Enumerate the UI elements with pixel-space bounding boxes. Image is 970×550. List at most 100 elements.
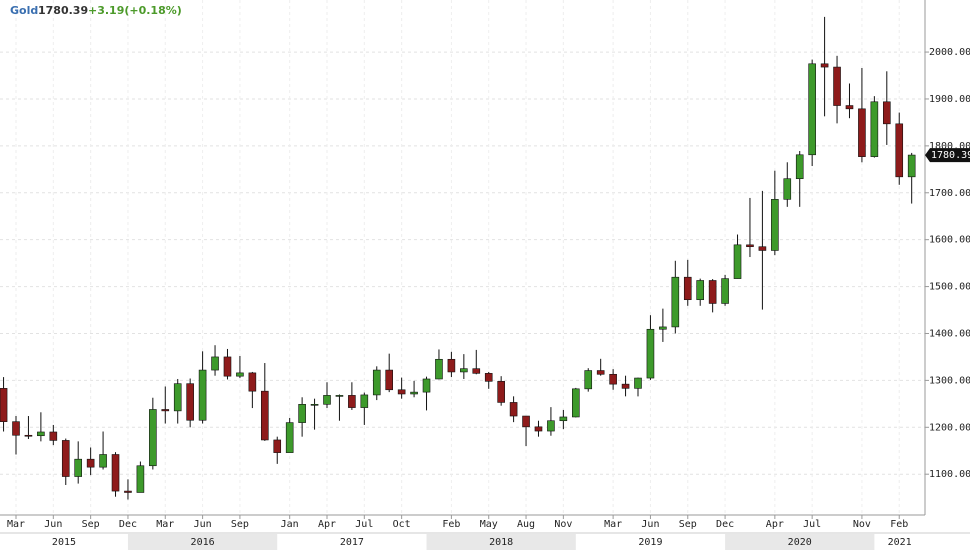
year-band: [127, 534, 278, 550]
candle-body: [260, 390, 269, 441]
candle-body: [659, 326, 667, 330]
candle-body: [559, 416, 568, 422]
candle-body: [683, 276, 692, 301]
candle-body: [348, 395, 356, 408]
y-tick-label: 1300.00: [929, 375, 970, 386]
candle-body: [223, 356, 232, 377]
candle-body: [634, 377, 642, 389]
candle-body: [198, 369, 207, 421]
y-tick-label: 1600.00: [929, 235, 970, 246]
candle-body: [771, 199, 779, 251]
year-band: [725, 534, 875, 550]
candle-body: [547, 420, 555, 432]
candle-body: [895, 123, 904, 178]
x-tick-label: Mar: [7, 519, 25, 530]
candle-body: [621, 383, 630, 389]
x-tick-label: Feb: [890, 519, 908, 530]
candle-body: [758, 246, 767, 251]
x-tick-label: Jun: [641, 519, 659, 530]
candle-body: [671, 276, 680, 328]
candle-body: [248, 372, 257, 392]
candle-body: [310, 404, 319, 406]
year-label: 2019: [638, 537, 662, 548]
year-label: 2015: [52, 537, 76, 548]
candle-body: [86, 458, 95, 468]
x-tick-label: Jun: [194, 519, 212, 530]
x-tick-label: Jan: [281, 519, 299, 530]
candle-body: [721, 278, 729, 304]
candle-body: [149, 409, 157, 467]
candle-body: [372, 369, 381, 396]
year-label: 2017: [340, 537, 364, 548]
x-tick-label: Sep: [82, 519, 100, 530]
candle-body: [783, 178, 792, 200]
year-band: [426, 534, 576, 550]
x-tick-label: Sep: [679, 519, 697, 530]
candle-body: [161, 409, 170, 412]
candle-body: [584, 370, 593, 390]
x-tick-label: Mar: [604, 519, 622, 530]
x-tick-label: Jul: [355, 519, 373, 530]
year-label: 2021: [888, 537, 912, 548]
candle-body: [285, 422, 294, 453]
x-tick-label: Aug: [517, 519, 535, 530]
x-tick-label: Mar: [156, 519, 174, 530]
y-tick-label: 1200.00: [929, 422, 970, 433]
y-tick-label: 1700.00: [929, 188, 970, 199]
candle-body: [534, 426, 543, 432]
candle-body: [0, 388, 8, 422]
x-tick-label: Oct: [393, 519, 411, 530]
y-tick-label: 1500.00: [929, 282, 970, 293]
candle-body: [484, 373, 493, 382]
candle-body: [360, 394, 369, 408]
candle-body: [435, 358, 443, 380]
y-tick-label: 1100.00: [929, 469, 970, 480]
candle-body: [447, 358, 456, 373]
candle-body: [24, 434, 33, 437]
candle-body: [397, 389, 406, 395]
candle-body: [422, 378, 431, 393]
candle-body: [746, 244, 754, 248]
x-tick-label: Jul: [803, 519, 821, 530]
candle-body: [173, 383, 182, 412]
candle-body: [696, 280, 705, 301]
symbol: Gold: [10, 4, 38, 17]
candle-body: [882, 101, 891, 125]
year-label: 2020: [788, 537, 812, 548]
candle-body: [236, 372, 244, 377]
candle-body: [870, 101, 879, 157]
candle-body: [385, 369, 394, 391]
candle-body: [907, 154, 916, 178]
candle-body: [609, 373, 617, 385]
x-tick-label: Nov: [554, 519, 572, 530]
candle-body: [273, 439, 282, 453]
year-label: 2016: [191, 537, 215, 548]
candle-body: [111, 454, 120, 492]
candle-body: [845, 105, 854, 110]
candle-body: [522, 415, 530, 428]
y-tick-label: 2000.00: [929, 47, 970, 58]
candle-body: [211, 356, 219, 371]
x-tick-label: Sep: [231, 519, 249, 530]
change: +3.19(+0.18%): [88, 4, 182, 17]
candle-body: [646, 328, 655, 379]
y-tick-label: 1800.00: [929, 141, 970, 152]
candle-body: [49, 431, 58, 441]
candle-body: [298, 404, 306, 423]
y-tick-label: 1400.00: [929, 328, 970, 339]
y-tick-label: 1900.00: [929, 94, 970, 105]
candle-body: [335, 395, 344, 397]
x-tick-label: Nov: [853, 519, 871, 530]
candle-body: [509, 402, 518, 417]
candle-body: [410, 391, 418, 395]
candle-body: [99, 454, 107, 468]
x-tick-label: Feb: [442, 519, 460, 530]
candle-body: [323, 395, 331, 405]
candle-body: [708, 280, 717, 304]
candle-body: [733, 244, 742, 279]
price-tag: [925, 148, 970, 163]
candle-body: [571, 388, 580, 418]
candle-body: [808, 63, 816, 156]
candle-body: [12, 421, 20, 436]
